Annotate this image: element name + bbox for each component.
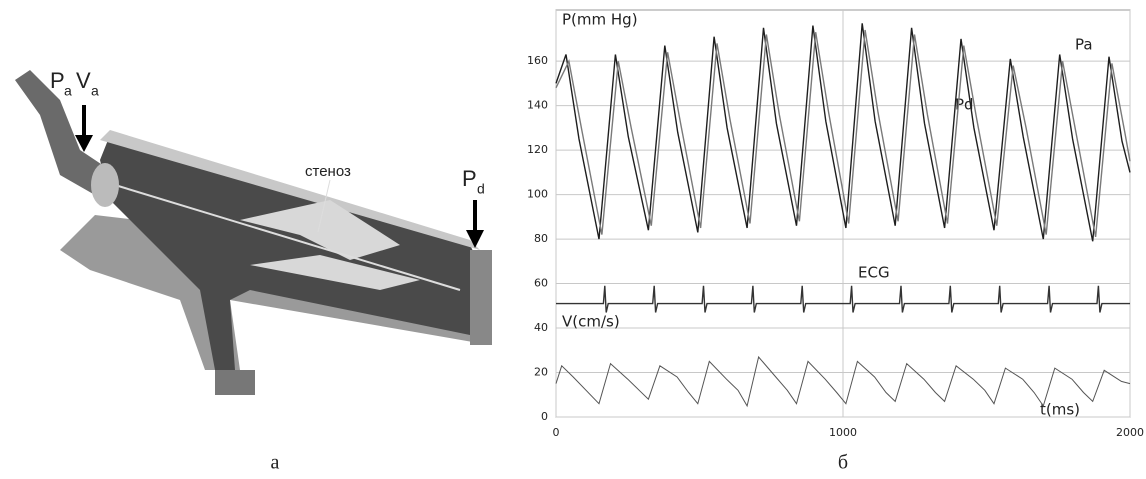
y-tick-label: 140 (527, 99, 548, 112)
vessel-end (470, 250, 492, 345)
catheter-tip (91, 163, 119, 207)
stenosis-plaque (240, 200, 400, 260)
y-axis-label: P(mm Hg) (562, 11, 638, 29)
series-line (555, 29, 1131, 238)
series-label: V(cm/s) (562, 313, 620, 331)
y-tick-label: 20 (534, 366, 548, 379)
label-sub: d (477, 181, 485, 197)
y-tick-label: 120 (527, 143, 548, 156)
x-tick-label: 2000 (1116, 426, 1144, 439)
arrow (75, 105, 93, 152)
y-tick-label: 160 (527, 54, 548, 67)
vessel-top-wall (100, 130, 480, 250)
branch-end (215, 370, 255, 395)
series-label: ECG (858, 264, 890, 282)
series-label: Pa (1075, 36, 1093, 54)
stenosis-plaque (250, 255, 420, 290)
label-sub: a (91, 83, 99, 99)
catheter (15, 70, 110, 195)
series-line (556, 285, 1130, 313)
label: P (50, 68, 65, 93)
x-tick-label: 1000 (829, 426, 857, 439)
x-tick-label: 0 (553, 426, 560, 439)
label: V (76, 68, 91, 93)
y-tick-label: 100 (527, 188, 548, 201)
label-sub: a (64, 83, 72, 99)
label: P (462, 166, 477, 191)
y-tick-label: 60 (534, 277, 548, 290)
x-axis-label: t(ms) (1040, 401, 1080, 419)
y-tick-label: 80 (534, 232, 548, 245)
y-tick-label: 0 (541, 410, 548, 423)
catheter-diagram: P a V a P d стеноз а (15, 68, 492, 474)
y-tick-label: 40 (534, 321, 548, 334)
guide-wire (114, 184, 461, 291)
caption: а (271, 452, 280, 474)
stenosis-pointer (317, 179, 331, 233)
series-line (555, 23, 1131, 242)
arrow (466, 200, 484, 248)
series-label: Pd (955, 96, 974, 114)
series-line (555, 355, 1131, 408)
vessel-lumen (100, 135, 480, 370)
label: стеноз (305, 163, 351, 180)
caption: б (838, 452, 848, 474)
